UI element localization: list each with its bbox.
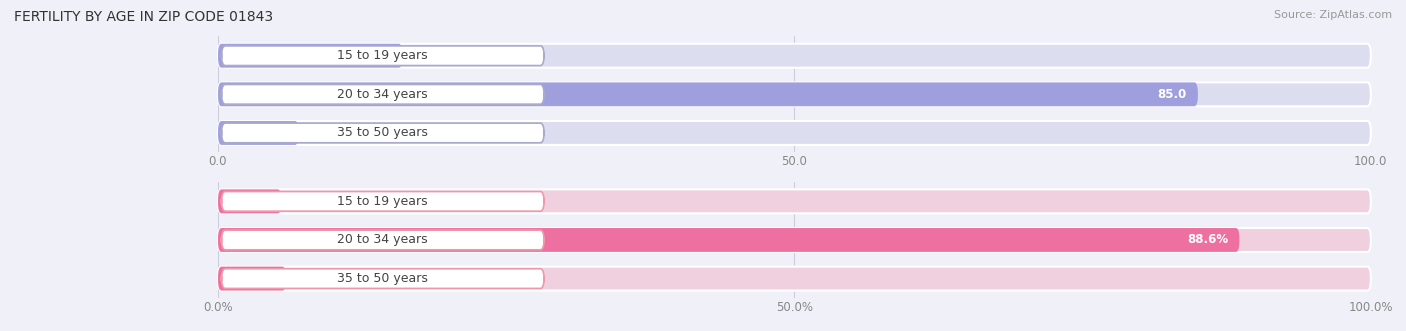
Text: 15 to 19 years: 15 to 19 years bbox=[337, 195, 427, 208]
FancyBboxPatch shape bbox=[218, 189, 281, 213]
Text: Source: ZipAtlas.com: Source: ZipAtlas.com bbox=[1274, 10, 1392, 20]
FancyBboxPatch shape bbox=[218, 267, 285, 291]
Text: 35 to 50 years: 35 to 50 years bbox=[337, 126, 429, 139]
FancyBboxPatch shape bbox=[218, 82, 1198, 106]
Text: 7.0: 7.0 bbox=[316, 126, 335, 139]
FancyBboxPatch shape bbox=[218, 121, 1371, 145]
FancyBboxPatch shape bbox=[218, 44, 1371, 68]
Text: 5.5%: 5.5% bbox=[298, 195, 328, 208]
FancyBboxPatch shape bbox=[221, 84, 544, 104]
Text: 35 to 50 years: 35 to 50 years bbox=[337, 272, 429, 285]
FancyBboxPatch shape bbox=[218, 82, 1371, 106]
FancyBboxPatch shape bbox=[221, 269, 544, 288]
FancyBboxPatch shape bbox=[218, 228, 1240, 252]
FancyBboxPatch shape bbox=[221, 192, 544, 211]
Text: 16.0: 16.0 bbox=[420, 49, 446, 62]
Text: 20 to 34 years: 20 to 34 years bbox=[337, 88, 427, 101]
Text: 15 to 19 years: 15 to 19 years bbox=[337, 49, 427, 62]
Text: 85.0: 85.0 bbox=[1157, 88, 1187, 101]
FancyBboxPatch shape bbox=[221, 123, 544, 143]
Text: 20 to 34 years: 20 to 34 years bbox=[337, 233, 427, 247]
FancyBboxPatch shape bbox=[221, 46, 544, 66]
FancyBboxPatch shape bbox=[218, 189, 1371, 213]
Text: 5.9%: 5.9% bbox=[304, 272, 333, 285]
FancyBboxPatch shape bbox=[218, 121, 298, 145]
Text: 88.6%: 88.6% bbox=[1187, 233, 1227, 247]
FancyBboxPatch shape bbox=[218, 267, 1371, 291]
FancyBboxPatch shape bbox=[221, 230, 544, 250]
Text: FERTILITY BY AGE IN ZIP CODE 01843: FERTILITY BY AGE IN ZIP CODE 01843 bbox=[14, 10, 273, 24]
FancyBboxPatch shape bbox=[218, 44, 402, 68]
FancyBboxPatch shape bbox=[218, 228, 1371, 252]
